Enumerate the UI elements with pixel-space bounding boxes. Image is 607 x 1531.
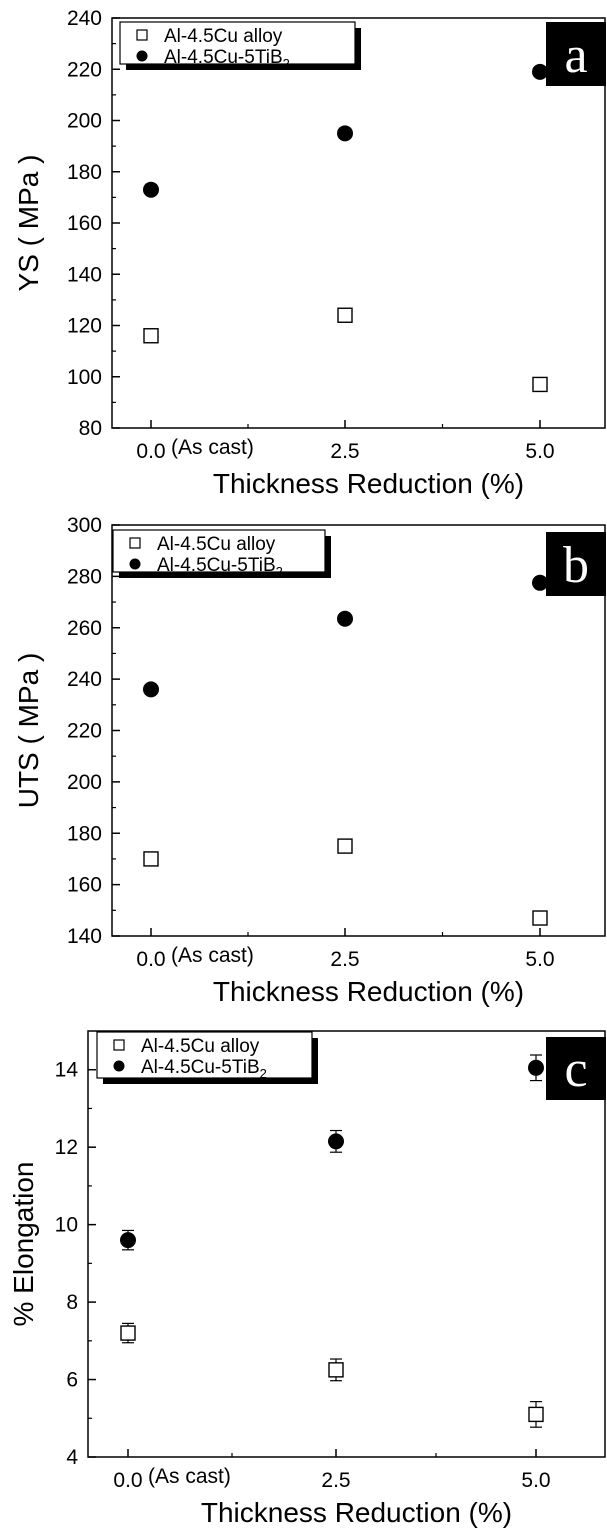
y-tick-label: 140 [67, 925, 102, 948]
legend-box [119, 21, 356, 65]
point-open-square [528, 1406, 544, 1423]
point-filled-circle [532, 63, 548, 80]
y-axis-title: YS ( MPa ) [13, 155, 44, 292]
point-filled-circle [120, 1232, 136, 1249]
y-tick-label: 10 [55, 1214, 78, 1237]
x-annotation: (As cast) [171, 944, 254, 967]
y-tick-label: 200 [67, 110, 102, 133]
y-tick-label: 4 [66, 1446, 78, 1469]
y-tick-label: 300 [67, 514, 102, 537]
legend-label: Al-4.5Cu-5TiB2 [164, 47, 290, 71]
x-tick-label: 5.0 [525, 948, 554, 971]
point-open-square [143, 851, 159, 867]
point-open-square [337, 307, 353, 323]
chart-panel-a: 80 100 120 140 160 180 200 220 240 0.0 2.5 5.0 (As c… [13, 7, 606, 499]
point-open-square [532, 376, 548, 393]
y-tick-label: 100 [67, 366, 102, 389]
x-annotation: (As cast) [148, 1465, 231, 1488]
point-open-square [328, 1362, 344, 1378]
y-axis-title: % Elongation [8, 1161, 39, 1326]
legend-label-subscript: 2 [283, 56, 290, 71]
x-tick-label: 0.0 [136, 440, 165, 463]
y-tick-label: 140 [67, 263, 102, 286]
y-tick-label: 8 [66, 1291, 78, 1314]
legend-box [112, 529, 326, 573]
legend-label-subscript: 2 [260, 1066, 267, 1081]
legend-label: Al-4.5Cu alloy [141, 1036, 260, 1057]
y-tick-label: 180 [67, 161, 102, 184]
x-axis-title: Thickness Reduction (%) [213, 468, 524, 499]
plot-frame [87, 1030, 606, 1458]
y-tick-label: 6 [66, 1369, 78, 1392]
y-tick-label: 160 [67, 874, 102, 897]
legend-marker-circle [136, 50, 148, 62]
y-tick-label: 14 [55, 1059, 79, 1082]
y-tick-label: 80 [79, 417, 102, 440]
legend-marker-circle [129, 558, 141, 570]
y-tick-label: 260 [67, 617, 102, 640]
x-tick-label: 2.5 [330, 948, 359, 971]
panel-badge [546, 1037, 606, 1100]
plot-frame [111, 17, 606, 429]
x-annotation: (As cast) [171, 436, 254, 459]
point-filled-circle [337, 125, 353, 142]
y-tick-label: 200 [67, 771, 102, 794]
legend-label: Al-4.5Cu-5TiB2 [157, 555, 283, 579]
y-tick-label: 240 [67, 7, 102, 30]
x-axis-title: Thickness Reduction (%) [213, 976, 524, 1007]
point-open-square [120, 1325, 136, 1341]
chart-panel-c: 4 6 8 10 12 14 0.0 2.5 5.0 (As cast) Thickness Red… [8, 1030, 606, 1528]
x-tick-label: 2.5 [330, 440, 359, 463]
point-filled-circle [337, 610, 353, 627]
legend-label: Al-4.5Cu-5TiB2 [141, 1057, 267, 1081]
point-filled-circle [328, 1133, 344, 1150]
point-filled-circle [528, 1059, 544, 1076]
y-tick-label: 12 [55, 1136, 78, 1159]
legend-label: Al-4.5Cu alloy [164, 26, 283, 47]
panel-badge [546, 532, 606, 596]
point-open-square [532, 910, 548, 926]
x-tick-label: 0.0 [113, 1469, 142, 1492]
point-filled-circle [143, 681, 159, 698]
y-tick-label: 240 [67, 668, 102, 691]
legend-marker-square [136, 29, 148, 41]
y-tick-label: 220 [67, 720, 102, 743]
y-tick-label: 280 [67, 565, 102, 588]
point-filled-circle [532, 574, 548, 591]
x-tick-label: 2.5 [321, 1469, 350, 1492]
y-axis-title: UTS ( MPa ) [13, 653, 44, 809]
y-tick-label: 220 [67, 58, 102, 81]
legend-marker-square [129, 537, 141, 549]
legend-label-subscript: 2 [276, 564, 283, 579]
x-axis-title: Thickness Reduction (%) [201, 1497, 512, 1528]
panel-badge [546, 22, 606, 86]
legend-marker-circle [113, 1060, 125, 1072]
panel-badge-label: b [563, 537, 589, 594]
legend-box [96, 1031, 313, 1079]
point-filled-circle [143, 181, 159, 198]
legend-marker-square [113, 1039, 125, 1051]
y-tick-label: 120 [67, 315, 102, 338]
panel-badge-label: a [564, 27, 587, 84]
y-tick-label: 180 [67, 822, 102, 845]
point-open-square [143, 328, 159, 344]
legend-label: Al-4.5Cu alloy [157, 534, 276, 555]
chart-panel-b: 140 160 180 200 220 240 260 280 300 0.0 2.5 5.0 (As … [13, 514, 606, 1007]
plot-frame [111, 524, 606, 937]
point-open-square [337, 838, 353, 854]
x-tick-label: 5.0 [521, 1469, 550, 1492]
panel-badge-label: c [564, 1041, 587, 1098]
y-tick-label: 160 [67, 212, 102, 235]
x-tick-label: 5.0 [525, 440, 554, 463]
x-tick-label: 0.0 [136, 948, 165, 971]
